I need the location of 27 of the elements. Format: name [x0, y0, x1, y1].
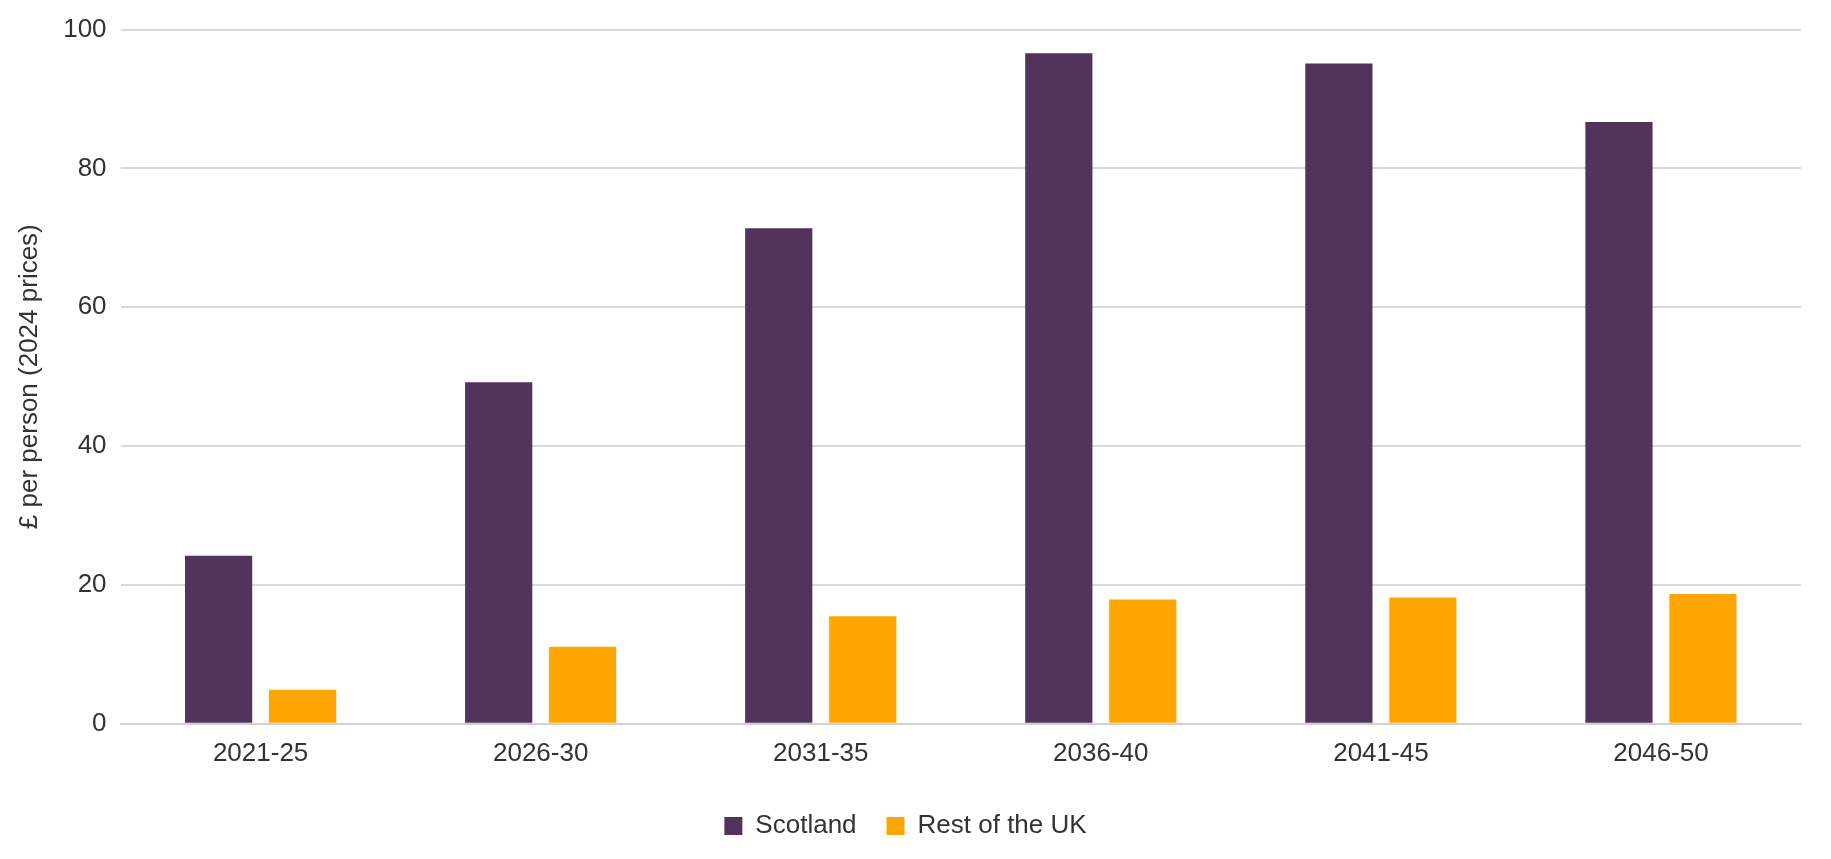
- bar: [829, 616, 897, 723]
- legend-label: Rest of the UK: [917, 809, 1088, 840]
- bar: [1669, 593, 1737, 723]
- bar: [1585, 121, 1653, 723]
- y-tick-label: 80: [77, 151, 107, 182]
- bar: [1025, 53, 1093, 723]
- bar: [745, 228, 813, 723]
- bar: [465, 382, 533, 723]
- y-tick-label: 100: [63, 12, 107, 43]
- bar: [549, 646, 617, 723]
- bar: [185, 555, 253, 723]
- y-axis-title: £ per person (2024 prices): [12, 224, 43, 530]
- bar: [1109, 599, 1177, 723]
- x-tick-label: 2036-40: [1053, 736, 1149, 767]
- bar: [1389, 597, 1457, 723]
- y-tick-label: 40: [77, 429, 107, 460]
- y-tick-label: 20: [77, 568, 107, 599]
- bar: [269, 689, 337, 723]
- y-tick-label: 0: [92, 706, 107, 737]
- x-tick-label: 2021-25: [212, 736, 309, 767]
- x-tick-label: 2026-30: [492, 736, 589, 767]
- x-tick-label: 2046-50: [1613, 736, 1709, 767]
- legend-label: Scotland: [755, 809, 857, 840]
- x-tick-label: 2041-45: [1333, 736, 1429, 767]
- y-tick-label: 60: [77, 290, 107, 321]
- bar: [1305, 63, 1373, 723]
- x-tick-label: 2031-35: [773, 736, 869, 767]
